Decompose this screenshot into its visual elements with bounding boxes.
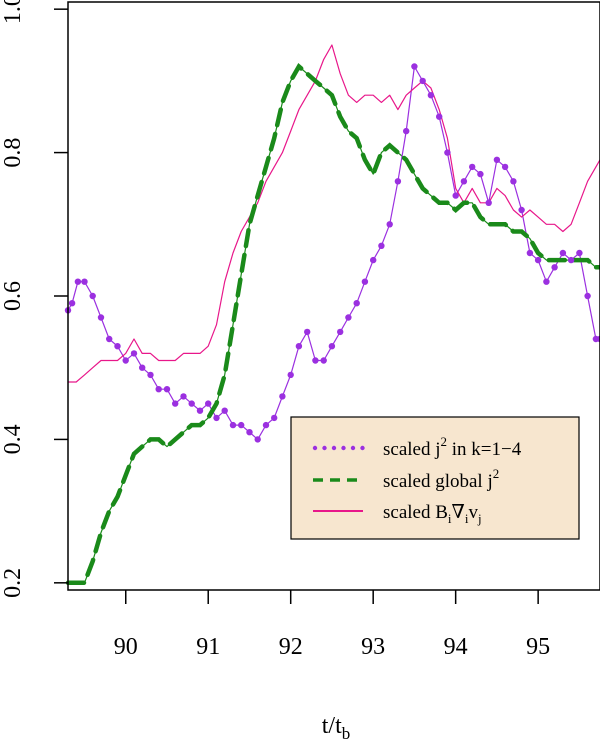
data-point-k14 <box>229 421 237 429</box>
data-point-k14 <box>172 400 179 407</box>
data-point-k14 <box>114 343 121 350</box>
x-tick-label: 92 <box>279 634 303 660</box>
x-tick-label: 94 <box>444 634 468 660</box>
legend-box <box>290 416 580 540</box>
data-point-k14 <box>188 400 195 407</box>
x-axis: 90 91 92 93 94 95 <box>114 590 550 660</box>
data-point-k14 <box>452 192 459 199</box>
y-tick-label: 1.0 <box>0 0 26 24</box>
data-point-k14 <box>469 163 476 171</box>
data-point-k14 <box>526 249 534 257</box>
data-point-k14 <box>89 292 96 300</box>
data-point-k14 <box>370 256 377 264</box>
data-point-k14 <box>97 314 105 321</box>
data-point-k14 <box>205 400 212 407</box>
data-point-k14 <box>436 113 443 120</box>
data-point-k14 <box>238 421 245 429</box>
data-point-k14 <box>394 178 402 185</box>
data-point-k14 <box>130 350 138 357</box>
data-point-k14 <box>295 343 303 350</box>
data-point-k14 <box>74 278 82 285</box>
data-point-k14 <box>279 393 286 400</box>
x-tick-label: 91 <box>196 634 220 660</box>
data-point-k14 <box>403 127 410 135</box>
legend-label: scaled j2 in k=1−4 <box>383 434 522 460</box>
data-point-k14 <box>271 414 278 422</box>
data-point-k14 <box>213 414 220 422</box>
series-line-bvv <box>68 44 600 383</box>
data-point-k14 <box>493 156 501 163</box>
y-tick-label: 0.2 <box>0 568 26 598</box>
data-point-k14 <box>328 343 336 350</box>
data-point-k14 <box>68 300 76 307</box>
data-point-k14 <box>596 335 600 343</box>
data-point-k14 <box>337 328 344 336</box>
data-point-k14 <box>312 357 319 364</box>
legend-swatch-dot <box>322 445 327 451</box>
data-point-k14 <box>584 292 591 300</box>
y-axis: 0.2 0.4 0.6 0.8 1.0 <box>0 0 68 598</box>
data-point-k14 <box>254 436 261 443</box>
data-point-k14 <box>180 393 187 400</box>
data-point-k14 <box>287 371 294 379</box>
legend-label: scaled Bi∇ivj <box>383 502 482 526</box>
data-point-k14 <box>378 242 385 249</box>
data-point-k14 <box>163 386 171 393</box>
data-point-k14 <box>567 256 575 264</box>
data-point-k14 <box>345 314 352 321</box>
legend-label: scaled global j2 <box>383 466 499 492</box>
data-point-k14 <box>543 278 550 285</box>
data-point-k14 <box>518 206 525 214</box>
data-point-k14 <box>559 249 567 257</box>
data-point-k14 <box>551 264 558 271</box>
series-dash-global <box>65 63 600 586</box>
y-tick-label: 0.6 <box>0 281 26 311</box>
legend-swatch-dot <box>331 445 337 451</box>
data-point-k14 <box>139 364 146 371</box>
data-point-k14 <box>477 170 484 178</box>
data-point-k14 <box>147 371 154 379</box>
x-tick-label: 93 <box>361 634 385 660</box>
data-point-k14 <box>221 407 228 414</box>
data-point-k14 <box>576 249 583 257</box>
legend-swatch-dot <box>341 445 346 451</box>
data-point-k14 <box>106 335 113 343</box>
data-point-k14 <box>122 357 129 364</box>
data-point-k14 <box>419 77 426 85</box>
data-point-k14 <box>353 300 360 307</box>
legend: scaled j2 in k=1−4 scaled global j2 scaled… <box>290 416 580 540</box>
y-tick-label: 0.8 <box>0 138 26 168</box>
data-point-k14 <box>196 407 204 414</box>
data-point-k14 <box>485 199 492 206</box>
data-point-k14 <box>155 386 162 393</box>
data-point-k14 <box>411 63 418 70</box>
data-point-k14 <box>320 357 327 364</box>
x-tick-label: 90 <box>114 634 138 660</box>
data-point-k14 <box>246 429 253 436</box>
data-point-k14 <box>262 421 270 429</box>
data-point-k14 <box>304 328 311 336</box>
legend-swatch-dot <box>312 445 318 451</box>
data-point-k14 <box>510 178 517 185</box>
data-point-k14 <box>460 178 468 185</box>
data-point-k14 <box>427 92 435 99</box>
data-point-k14 <box>501 163 509 171</box>
x-axis-title: t/tb <box>322 713 351 742</box>
series-line-k14 <box>67 65 600 440</box>
legend-swatch-dot <box>360 445 365 451</box>
plot-dots <box>64 63 600 443</box>
data-point-k14 <box>81 278 88 285</box>
data-point-k14 <box>361 278 369 285</box>
legend-swatch-dot <box>350 445 356 451</box>
data-point-k14 <box>386 221 393 228</box>
x-tick-label: 95 <box>526 634 550 660</box>
data-point-k14 <box>534 256 542 264</box>
y-tick-label: 0.4 <box>0 424 26 454</box>
data-point-k14 <box>444 149 451 156</box>
